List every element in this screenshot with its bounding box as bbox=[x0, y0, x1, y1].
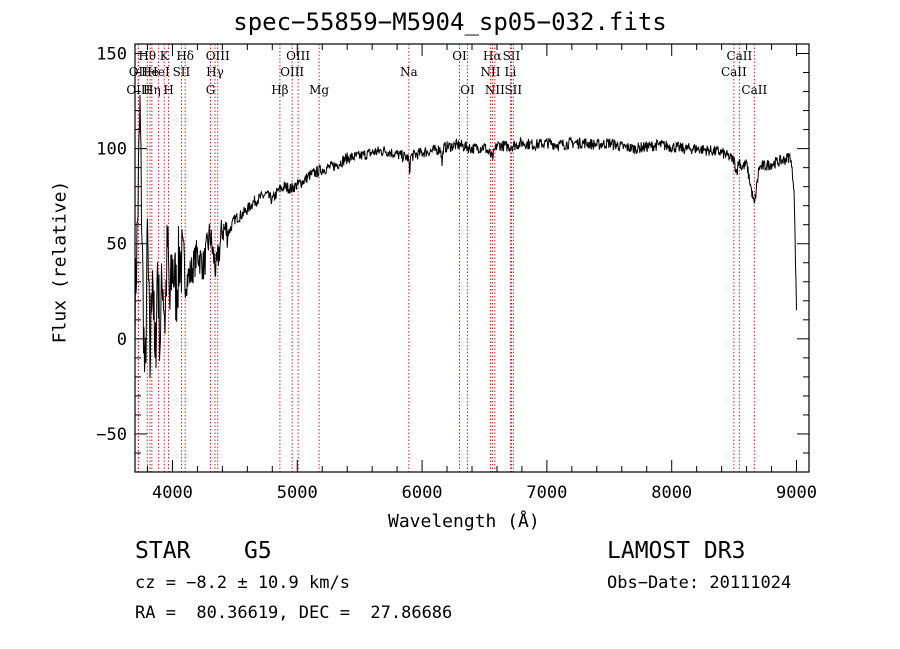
line-marker-label-19: OI bbox=[460, 83, 475, 97]
spectrum-line bbox=[134, 95, 797, 379]
object-class: STAR bbox=[135, 538, 191, 564]
line-marker-label-9: Hδ bbox=[176, 49, 194, 63]
line-marker-label-26: CaII bbox=[726, 49, 752, 63]
survey-name: LAMOST DR3 bbox=[607, 538, 746, 564]
line-marker-label-2: Hθ bbox=[138, 49, 156, 63]
line-marker-label-13: Hβ bbox=[271, 83, 288, 97]
line-marker-label-12: G bbox=[206, 83, 216, 97]
line-marker-label-21: NII bbox=[480, 65, 500, 79]
line-marker-label-8: SII bbox=[173, 65, 191, 79]
redshift-velocity: cz = −8.2 ± 10.9 km/s bbox=[135, 573, 350, 593]
line-marker-label-3: He bbox=[141, 65, 159, 79]
line-marker-label-22: NII bbox=[485, 83, 505, 97]
y-axis-label: Flux (relative) bbox=[49, 180, 71, 344]
line-marker-label-15: OIII bbox=[280, 65, 304, 79]
x-tick-label-1: 5000 bbox=[277, 483, 318, 503]
line-marker-label-11: Hγ bbox=[206, 65, 224, 79]
line-marker-label-23: SII bbox=[503, 49, 521, 63]
line-marker-label-7: H bbox=[163, 83, 173, 97]
line-marker-label-5: K bbox=[160, 49, 170, 63]
line-marker-label-4: Hη bbox=[143, 83, 161, 97]
observation-date: Obs−Date: 20111024 bbox=[607, 573, 792, 593]
line-marker-label-27: CaII bbox=[721, 65, 747, 79]
line-marker-label-16: Mg bbox=[309, 83, 329, 97]
y-tick-label-1: 0 bbox=[117, 330, 127, 350]
chart-title: spec−55859−M5904_sp05−032.fits bbox=[233, 8, 667, 36]
y-tick-label-4: 150 bbox=[96, 45, 127, 65]
line-marker-label-14: OIII bbox=[286, 49, 310, 63]
y-tick-label-3: 100 bbox=[96, 140, 127, 160]
x-tick-label-5: 9000 bbox=[776, 483, 817, 503]
x-tick-label-3: 7000 bbox=[526, 483, 567, 503]
coordinates: RA = 80.36619, DEC = 27.86686 bbox=[135, 603, 453, 623]
line-marker-label-28: CaII bbox=[741, 83, 767, 97]
x-axis-label: Wavelength (Å) bbox=[388, 511, 540, 532]
line-marker-label-18: OI bbox=[452, 49, 467, 63]
y-tick-label-2: 50 bbox=[107, 235, 127, 255]
line-marker-label-6: HeI bbox=[147, 65, 170, 79]
y-tick-label-0: −50 bbox=[96, 425, 127, 445]
x-tick-label-4: 8000 bbox=[651, 483, 692, 503]
line-marker-label-17: Na bbox=[400, 65, 418, 79]
line-marker-label-10: OIII bbox=[206, 49, 230, 63]
line-marker-label-1: OIII bbox=[126, 83, 150, 97]
plot-frame bbox=[134, 43, 810, 473]
x-tick-label-0: 4000 bbox=[152, 483, 193, 503]
line-marker-label-20: Hα bbox=[483, 49, 502, 63]
object-subclass: G5 bbox=[244, 538, 272, 564]
x-tick-label-2: 6000 bbox=[402, 483, 443, 503]
line-marker-label-24: Li bbox=[505, 65, 517, 79]
line-marker-label-25: SII bbox=[504, 83, 522, 97]
